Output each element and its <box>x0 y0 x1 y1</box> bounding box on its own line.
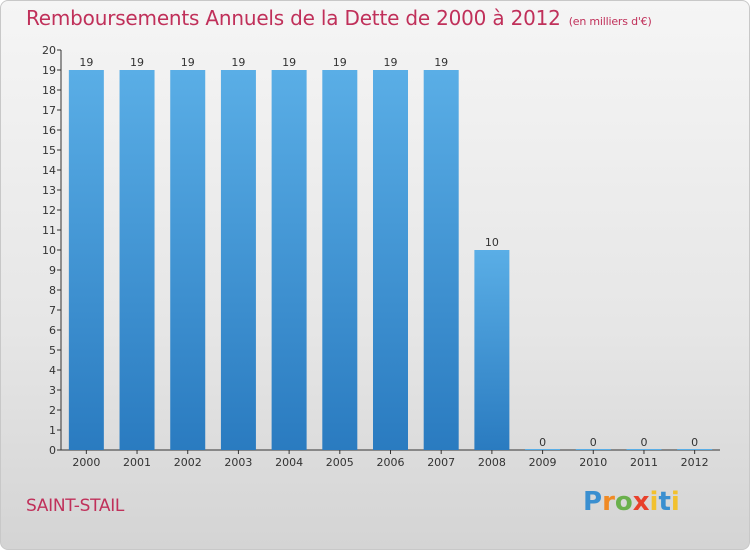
data-label: 19 <box>333 56 347 69</box>
data-label: 19 <box>384 56 398 69</box>
y-tick-label: 12 <box>42 204 56 217</box>
x-tick-label: 2006 <box>377 456 405 469</box>
x-tick-label: 2008 <box>478 456 506 469</box>
y-tick-label: 10 <box>42 244 56 257</box>
y-tick-label: 0 <box>49 444 56 457</box>
x-tick-label: 2011 <box>630 456 658 469</box>
x-tick-label: 2005 <box>326 456 354 469</box>
y-tick-label: 3 <box>49 384 56 397</box>
y-tick-label: 15 <box>42 144 56 157</box>
y-tick-label: 4 <box>49 364 56 377</box>
y-tick-label: 19 <box>42 64 56 77</box>
y-tick-label: 7 <box>49 304 56 317</box>
data-label: 0 <box>691 436 698 449</box>
x-tick-label: 2010 <box>579 456 607 469</box>
x-tick-label: 2003 <box>224 456 252 469</box>
x-tick-label: 2000 <box>72 456 100 469</box>
y-tick-label: 9 <box>49 264 56 277</box>
y-tick-label: 13 <box>42 184 56 197</box>
data-label: 0 <box>590 436 597 449</box>
y-tick-label: 2 <box>49 404 56 417</box>
y-tick-label: 5 <box>49 344 56 357</box>
x-tick-label: 2012 <box>681 456 709 469</box>
bar <box>271 70 307 450</box>
y-tick-label: 11 <box>42 224 56 237</box>
x-tick-label: 2001 <box>123 456 151 469</box>
y-tick-label: 14 <box>42 164 56 177</box>
y-tick-label: 17 <box>42 104 56 117</box>
bar <box>677 449 713 450</box>
bar <box>474 250 510 450</box>
bar <box>170 70 206 450</box>
commune-name: SAINT-STAIL <box>26 496 125 516</box>
data-label: 19 <box>231 56 245 69</box>
data-label: 0 <box>640 436 647 449</box>
bar <box>423 70 459 450</box>
chart-subtitle: (en milliers d'€) <box>568 15 652 28</box>
y-tick-label: 16 <box>42 124 56 137</box>
x-tick-label: 2004 <box>275 456 303 469</box>
bar <box>626 449 662 450</box>
data-label: 19 <box>181 56 195 69</box>
bar <box>575 449 611 450</box>
data-label: 19 <box>130 56 144 69</box>
bar <box>68 70 104 450</box>
chart-title: Remboursements Annuels de la Dette de 20… <box>26 6 652 30</box>
bar <box>119 70 155 450</box>
bar <box>220 70 256 450</box>
y-tick-label: 20 <box>42 44 56 57</box>
bar <box>525 449 561 450</box>
data-label: 19 <box>434 56 448 69</box>
x-tick-label: 2002 <box>174 456 202 469</box>
y-tick-label: 1 <box>49 424 56 437</box>
y-tick-label: 18 <box>42 84 56 97</box>
title-text: Remboursements Annuels de la Dette de 20… <box>26 6 561 30</box>
y-tick-label: 6 <box>49 324 56 337</box>
data-label: 19 <box>79 56 93 69</box>
x-tick-label: 2007 <box>427 456 455 469</box>
proxiti-logo: Proxiti <box>583 487 680 517</box>
bar <box>373 70 408 450</box>
data-label: 19 <box>282 56 296 69</box>
y-tick-label: 8 <box>49 284 56 297</box>
data-label: 10 <box>485 236 499 249</box>
x-tick-label: 2009 <box>529 456 557 469</box>
data-label: 0 <box>539 436 546 449</box>
bar <box>322 70 358 450</box>
